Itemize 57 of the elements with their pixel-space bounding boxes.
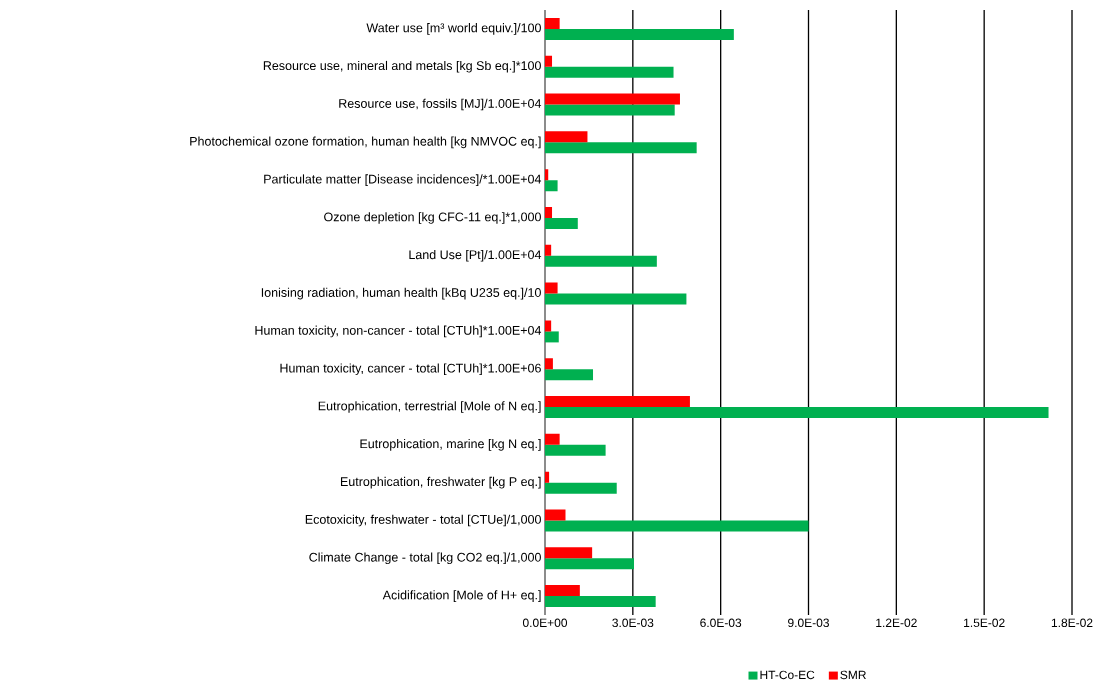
- bar: [545, 180, 558, 192]
- x-tick-label: 0.0E+00: [522, 618, 568, 628]
- bar: [545, 547, 593, 559]
- y-tick-label: Photochemical ozone formation, human health [kg NMVOC eq.]: [190, 136, 541, 149]
- bar: [545, 407, 1049, 419]
- bar: [545, 293, 687, 305]
- bar: [545, 471, 550, 483]
- bar: [545, 369, 594, 381]
- bar: [545, 55, 553, 67]
- bar: [545, 104, 675, 116]
- bar: [545, 282, 558, 294]
- bar: [545, 358, 553, 370]
- x-tick-label: 1.2E-02: [876, 618, 917, 628]
- bar: [545, 520, 809, 532]
- bar: [545, 17, 560, 29]
- y-tick-label: Ionising radiation, human health [kBq U235 eq.]/10: [261, 287, 541, 300]
- bar: [545, 396, 690, 408]
- bar: [545, 255, 657, 267]
- y-tick-label: Water use [m³ world equiv.]/100: [366, 23, 541, 35]
- y-tick-label: Ozone depletion [kg CFC-11 eq.]*1,000: [324, 212, 541, 224]
- y-tick-label: Particulate matter [Disease incidences]/*1.00E+04: [264, 174, 542, 186]
- bar: [545, 433, 560, 445]
- bar: [545, 93, 680, 105]
- bar: [545, 28, 734, 40]
- bar: [545, 558, 635, 570]
- legend-label: HT-Co-EC: [760, 670, 815, 680]
- bar: [545, 482, 617, 494]
- y-tick-label: Resource use, mineral and metals [kg Sb eq.]*100: [263, 60, 541, 73]
- legend-label: SMR: [840, 670, 866, 680]
- y-tick-label: Land Use [Pt]/1.00E+04: [409, 249, 542, 262]
- y-tick-label: Acidification [Mole of H+ eq.]: [382, 590, 541, 602]
- bar: [545, 217, 578, 229]
- y-tick-label: Human toxicity, cancer - total [CTUh]*1.00E+06: [280, 363, 541, 376]
- bar: [545, 142, 697, 154]
- x-tick-label: 1.5E-02: [964, 618, 1005, 628]
- x-tick-label: 9.0E-03: [788, 618, 829, 628]
- x-tick-label: 3.0E-03: [612, 618, 654, 628]
- y-tick-label: Eutrophication, marine [kg N eq.]: [360, 439, 541, 451]
- bar: [545, 331, 559, 343]
- bar: [545, 66, 674, 78]
- bar: [545, 596, 656, 608]
- bar: [545, 169, 549, 181]
- bar: [545, 206, 553, 218]
- y-tick-label: Ecotoxicity, freshwater - total [CTUe]/1,000: [305, 514, 541, 527]
- x-tick-label: 1.8E-02: [1051, 618, 1093, 628]
- x-tick-label: 6.0E-03: [700, 618, 742, 628]
- y-tick-label: Eutrophication, freshwater [kg P eq.]: [340, 476, 541, 489]
- y-tick-label: Eutrophication, terrestrial [Mole of N eq.]: [318, 401, 541, 413]
- y-tick-label: Human toxicity, non-cancer - total [CTUh]*1.00E+04: [255, 325, 542, 338]
- bar: [545, 444, 606, 456]
- bar: [545, 131, 588, 143]
- y-tick-label: Climate Change - total [kg CO2 eq.]/1,000: [309, 552, 541, 565]
- bar: [545, 244, 552, 256]
- bar: [545, 509, 566, 521]
- bar: [545, 320, 552, 332]
- bar: [545, 585, 580, 597]
- y-tick-label: Resource use, fossils [MJ]/1.00E+04: [339, 98, 542, 111]
